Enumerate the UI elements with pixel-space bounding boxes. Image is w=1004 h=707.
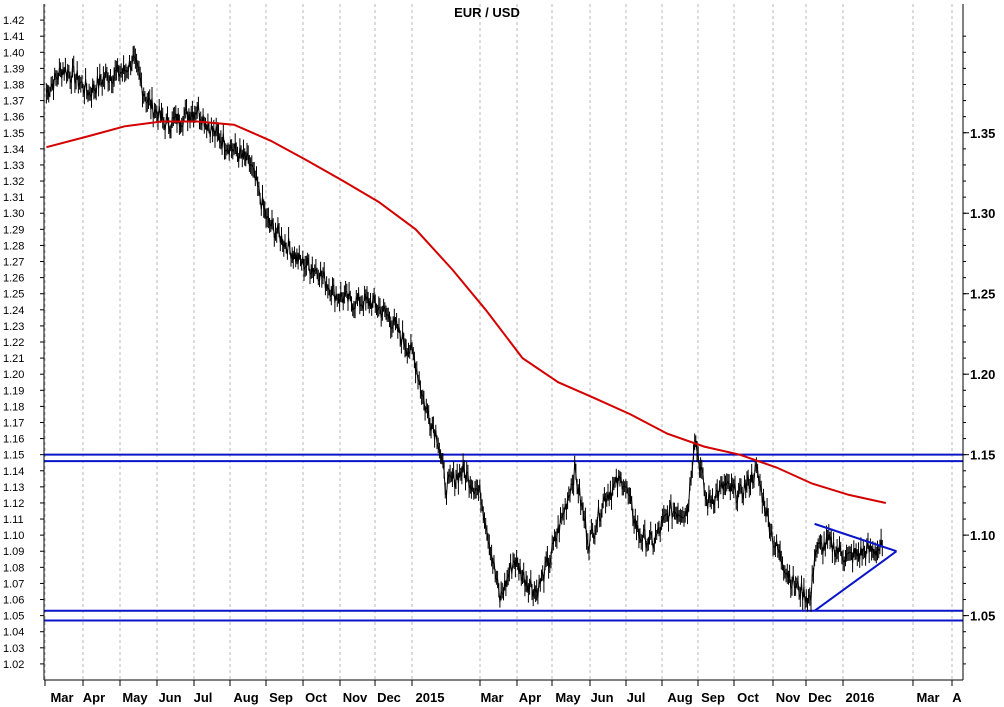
x-tick-label: May — [122, 690, 148, 705]
y-tick-label-left: 1.14 — [3, 466, 24, 478]
y-tick-label-right: 1.20 — [970, 367, 995, 382]
price-bars — [45, 45, 883, 612]
axes: Mar Apr May Jun Jul Aug Sep Oct Nov Dec 2015 Mar Apr… — [3, 4, 995, 705]
y-tick-label-left: 1.33 — [3, 160, 24, 172]
y-tick-label-left: 1.27 — [3, 257, 24, 269]
triangle-pattern — [813, 522, 898, 612]
x-tick-label: Nov — [776, 690, 801, 705]
y-tick-label-left: 1.03 — [3, 643, 24, 655]
x-tick-label: Jul — [627, 690, 646, 705]
y-tick-label-left: 1.11 — [3, 514, 24, 526]
y-tick-label-right: 1.15 — [970, 448, 995, 463]
y-tick-label-left: 1.06 — [3, 595, 24, 607]
x-tick-label: Aug — [233, 690, 258, 705]
x-tick-label: Jul — [194, 690, 213, 705]
x-tick-label: Mar — [480, 690, 503, 705]
y-tick-label-right: 1.30 — [970, 206, 995, 221]
y-tick-label-left: 1.40 — [3, 47, 24, 59]
x-tick-label: Sep — [701, 690, 725, 705]
x-tick-label: 2016 — [846, 690, 875, 705]
x-tick-label: Nov — [343, 690, 368, 705]
y-tick-label-left: 1.24 — [3, 305, 24, 317]
y-tick-label-left: 1.05 — [3, 611, 24, 623]
x-tick-label: Dec — [377, 690, 401, 705]
x-tick-label: Jun — [158, 690, 181, 705]
y-tick-label-left: 1.30 — [3, 208, 24, 220]
y-tick-label-left: 1.38 — [3, 79, 24, 91]
y-tick-label-left: 1.29 — [3, 224, 24, 236]
y-tick-label-left: 1.39 — [3, 63, 24, 75]
y-tick-label-left: 1.22 — [3, 337, 24, 349]
x-tick-label: Apr — [83, 690, 105, 705]
x-tick-label: Mar — [916, 690, 939, 705]
series-layer — [45, 45, 887, 612]
x-tick-label: Jun — [590, 690, 613, 705]
y-tick-label-left: 1.35 — [3, 128, 24, 140]
x-tick-label: Oct — [305, 690, 327, 705]
y-tick-label-left: 1.10 — [3, 530, 24, 542]
y-tick-label-right: 1.25 — [970, 287, 995, 302]
y-tick-label-left: 1.13 — [3, 482, 24, 494]
y-tick-label-left: 1.41 — [3, 31, 24, 43]
triangle-upper-line — [814, 522, 897, 553]
y-tick-label-left: 1.25 — [3, 289, 24, 301]
y-tick-label-left: 1.17 — [3, 417, 24, 429]
y-tick-label-left: 1.09 — [3, 546, 24, 558]
x-tick-label: A — [952, 690, 962, 705]
y-tick-label-left: 1.32 — [3, 176, 24, 188]
y-tick-label-left: 1.19 — [3, 385, 24, 397]
y-tick-label-left: 1.26 — [3, 273, 24, 285]
x-tick-label: Sep — [269, 690, 293, 705]
x-tick-label: Dec — [808, 690, 832, 705]
x-tick-label: Mar — [50, 690, 73, 705]
y-tick-label-left: 1.28 — [3, 240, 24, 252]
x-tick-label: May — [555, 690, 581, 705]
x-tick-label: Oct — [737, 690, 759, 705]
y-tick-label-left: 1.34 — [3, 144, 24, 156]
grid-layer — [44, 4, 953, 680]
x-tick-label: Aug — [667, 690, 692, 705]
x-tick-label: Apr — [519, 690, 541, 705]
moving-average-line — [46, 120, 887, 504]
y-tick-label-left: 1.31 — [3, 192, 24, 204]
support-resistance-lines — [44, 453, 963, 622]
price-line — [45, 53, 883, 604]
y-tick-label-left: 1.04 — [3, 627, 24, 639]
y-tick-label-left: 1.02 — [3, 659, 24, 671]
y-tick-label-left: 1.42 — [3, 15, 24, 27]
y-tick-label-left: 1.21 — [3, 353, 24, 365]
y-tick-label-right: 1.10 — [970, 528, 995, 543]
y-tick-label-left: 1.37 — [3, 96, 24, 108]
y-tick-label-left: 1.20 — [3, 369, 24, 381]
y-tick-label-left: 1.12 — [3, 498, 24, 510]
y-tick-label-left: 1.15 — [3, 450, 24, 462]
y-tick-label-right: 1.05 — [970, 609, 995, 624]
y-tick-label-right: 1.35 — [970, 126, 995, 141]
y-tick-label-left: 1.16 — [3, 434, 24, 446]
y-tick-label-left: 1.07 — [3, 578, 24, 590]
y-tick-label-left: 1.36 — [3, 112, 24, 124]
y-tick-label-left: 1.08 — [3, 562, 24, 574]
triangle-lower-line — [813, 550, 898, 612]
x-tick-label: 2015 — [416, 690, 445, 705]
y-tick-label-left: 1.23 — [3, 321, 24, 333]
chart-title: EUR / USD — [454, 5, 520, 20]
y-tick-label-left: 1.18 — [3, 401, 24, 413]
